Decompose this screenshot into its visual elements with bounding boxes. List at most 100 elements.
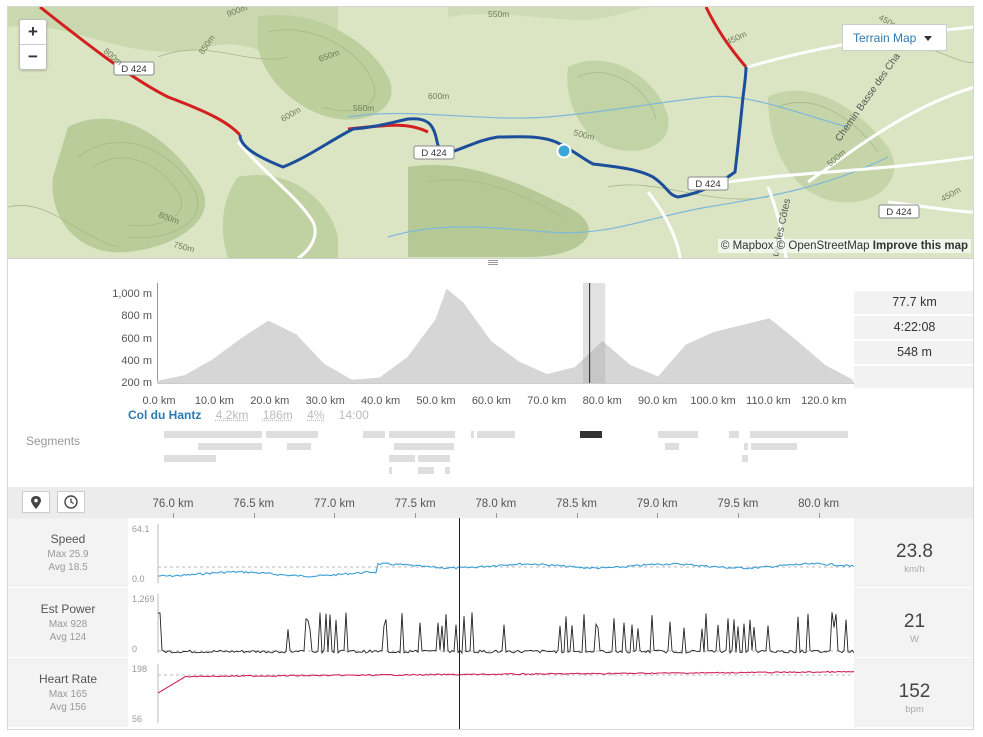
stream-unit: W	[910, 634, 919, 645]
segment-bar[interactable]	[445, 467, 450, 474]
segment-bar[interactable]	[164, 431, 262, 438]
stat-elevation: 548 m	[854, 341, 973, 364]
segment-bar[interactable]	[389, 467, 392, 474]
stream-line	[157, 562, 854, 578]
x-tick: 60.0 km	[471, 395, 511, 407]
segments-label: Segments	[26, 434, 81, 448]
stream-x-tick-mark	[737, 513, 739, 518]
stream-x-tick-mark	[173, 513, 174, 518]
stream-avg: Avg 156	[49, 702, 87, 713]
segment-bar[interactable]	[729, 431, 739, 438]
clock-icon	[64, 495, 78, 509]
y-tick: 400 m	[121, 355, 152, 367]
x-tick: 100.0 km	[690, 395, 736, 407]
map-style-label: Terrain Map	[853, 31, 917, 45]
segment-bar[interactable]	[389, 455, 415, 462]
segment-bar[interactable]	[750, 431, 848, 438]
time-mode-button[interactable]	[57, 491, 85, 513]
segment-bar[interactable]	[751, 443, 797, 450]
stream-x-tick: 76.5 km	[233, 498, 275, 510]
stream-x-tick: 78.5 km	[556, 498, 597, 510]
stream-avg: Avg 18.5	[48, 562, 88, 573]
road-label: D 424	[421, 148, 446, 159]
segment-bar[interactable]	[448, 443, 454, 450]
segment-bar[interactable]	[477, 431, 515, 438]
stream-x-tick-mark	[657, 513, 659, 518]
power-stream-plot[interactable]: 1,269 0	[128, 588, 854, 657]
stream-x-tick-mark	[495, 513, 497, 518]
stream-unit: bpm	[905, 704, 924, 715]
power-line-chart	[157, 594, 854, 655]
route-map[interactable]: D 424 D 424 D 424 D 424 Chemin Basse des…	[8, 7, 974, 259]
x-tick: 10.0 km	[194, 395, 234, 407]
elevation-profile-chart[interactable]	[157, 283, 857, 388]
zoom-out-button[interactable]: −	[20, 44, 46, 69]
speed-current-value: 23.8 km/h	[854, 518, 973, 587]
segment-bar[interactable]	[744, 443, 748, 450]
heartrate-stream-row[interactable]: Heart Rate Max 165 Avg 156 198 56 152 bp…	[8, 658, 973, 727]
map-pin-icon	[31, 496, 41, 509]
road-label: D 424	[695, 179, 720, 190]
heartrate-line-chart	[157, 664, 854, 723]
stream-ymin: 56	[132, 714, 143, 724]
improve-map-link[interactable]: Improve this map	[872, 240, 968, 252]
speed-line-chart	[157, 524, 854, 583]
heartrate-current-value: 152 bpm	[854, 658, 973, 727]
segment-bar[interactable]	[665, 443, 679, 450]
segment-bar-selected[interactable]	[580, 431, 602, 438]
segment-bar[interactable]	[471, 431, 474, 438]
osm-link[interactable]: © OpenStreetMap	[776, 240, 870, 252]
segment-name-link[interactable]: Col du Hantz	[128, 408, 202, 422]
segment-bar[interactable]	[394, 443, 450, 450]
contour-label: 900m	[225, 7, 248, 19]
segment-bar[interactable]	[742, 455, 748, 462]
segment-bar[interactable]	[198, 443, 262, 450]
stream-x-tick: 76.0 km	[152, 498, 194, 510]
segment-bar[interactable]	[389, 431, 455, 438]
segment-bar[interactable]	[418, 455, 450, 462]
stream-x-tick: 79.5 km	[717, 498, 759, 510]
y-tick: 800 m	[121, 310, 152, 322]
power-stream-row[interactable]: Est Power Max 928 Avg 124 1,269 0 21 W	[8, 588, 973, 657]
stat-time: 4:22:08	[854, 316, 973, 339]
heartrate-stream-plot[interactable]: 198 56	[128, 658, 854, 727]
x-tick: 30.0 km	[305, 395, 345, 407]
map-canvas[interactable]: D 424 D 424 D 424 D 424 Chemin Basse des…	[8, 7, 974, 258]
contour-label: 600m	[428, 91, 449, 101]
segment-bar[interactable]	[164, 455, 216, 462]
mapbox-link[interactable]: © Mapbox	[720, 240, 774, 252]
stream-axis-bar: 76.0 km 76.5 km 77.0 km 77.5 km 78.0 km 78.5 …	[8, 487, 973, 518]
distance-mode-button[interactable]	[22, 491, 50, 513]
segment-bar[interactable]	[418, 467, 434, 474]
segment-bar[interactable]	[287, 443, 311, 450]
map-attribution: © Mapbox © OpenStreetMap Improve this ma…	[717, 239, 971, 253]
speed-stream-row[interactable]: Speed Max 25.9 Avg 18.5 64.1 0.0 23.8 km…	[8, 518, 973, 587]
stream-x-tick-mark	[334, 513, 336, 518]
zoom-in-button[interactable]: +	[28, 22, 38, 41]
segment-elevation: 186m	[262, 408, 293, 422]
segment-bar[interactable]	[658, 431, 698, 438]
stream-ymin: 0.0	[132, 574, 145, 584]
zoom-control: + −	[19, 19, 47, 70]
segment-bar[interactable]	[266, 431, 318, 438]
stream-x-tick: 80.0 km	[798, 498, 840, 510]
stream-x-tick-mark	[415, 513, 417, 518]
position-marker	[556, 143, 572, 159]
segment-bar[interactable]	[363, 431, 385, 438]
x-tick: 70.0 km	[527, 395, 567, 407]
resize-handle[interactable]	[488, 260, 498, 265]
contour-label: 550m	[488, 9, 509, 19]
speed-stream-label: Speed Max 25.9 Avg 18.5	[8, 518, 128, 587]
stream-x-tick-mark	[818, 513, 820, 518]
speed-stream-plot[interactable]: 64.1 0.0	[128, 518, 854, 587]
x-tick: 20.0 km	[250, 395, 290, 407]
stream-title: Heart Rate	[38, 672, 98, 686]
stream-avg: Avg 124	[49, 632, 87, 643]
stream-x-tick: 78.0 km	[475, 498, 517, 510]
stream-x-tick: 77.5 km	[394, 498, 436, 510]
y-tick: 1,000 m	[112, 288, 152, 300]
stat-empty	[854, 366, 973, 388]
stream-ymax: 1,269	[132, 594, 155, 604]
stream-ymin: 0	[132, 644, 138, 654]
map-style-dropdown[interactable]: Terrain Map	[842, 24, 947, 51]
